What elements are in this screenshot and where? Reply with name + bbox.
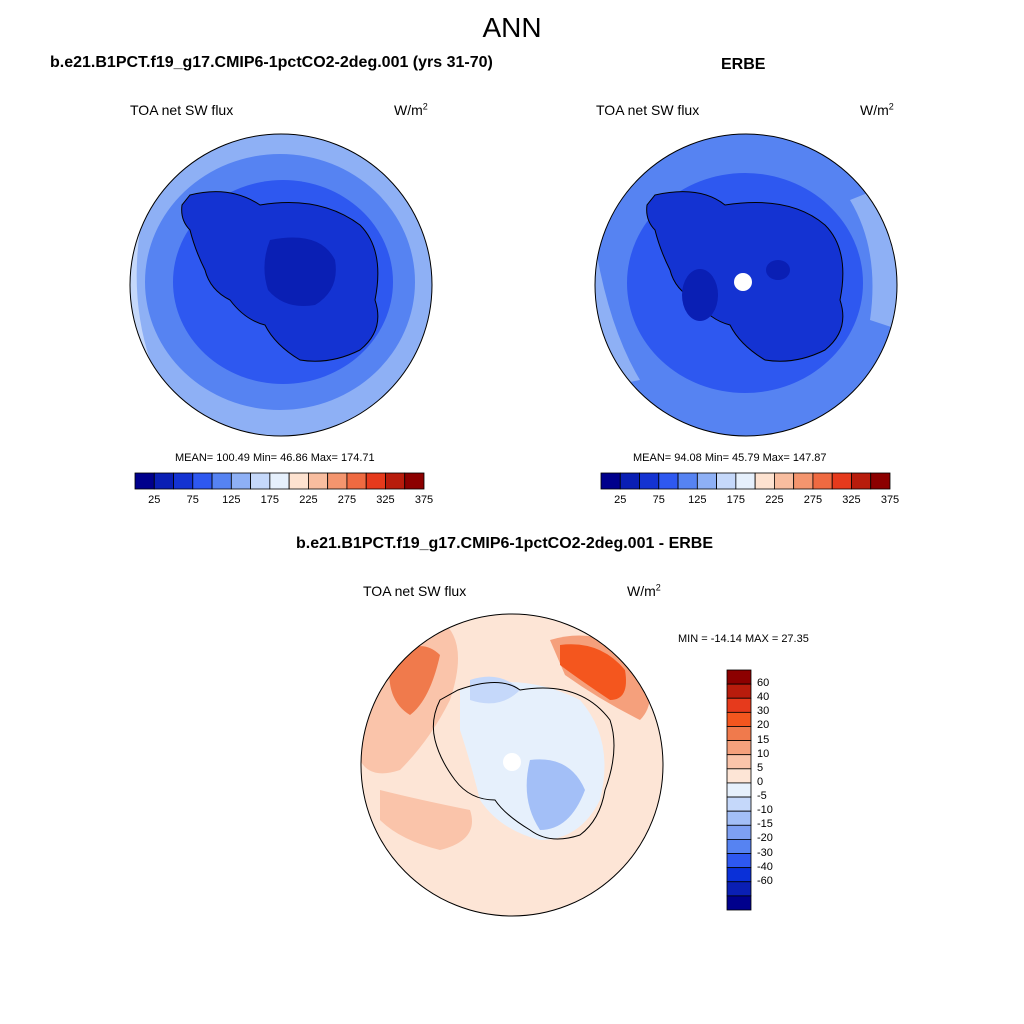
map-region-dark-2 [766, 260, 790, 280]
map-region-positive-south [380, 790, 472, 850]
colorbar-swatch [726, 782, 752, 798]
colorbar-swatch [870, 472, 891, 490]
colorbar-tick-label: 10 [757, 747, 770, 760]
map-border [360, 613, 664, 917]
map-region-dark [682, 269, 718, 321]
map-region-negative [526, 759, 585, 830]
panel-2-stats: MEAN= 94.08 Min= 45.79 Max= 147.87 [633, 452, 827, 464]
panel-3-title: b.e21.B1PCT.f19_g17.CMIP6-1pctCO2-2deg.0… [296, 535, 714, 552]
panel-2-variable: TOA net SW flux [596, 102, 700, 118]
colorbar-tick-label: 275 [803, 494, 823, 506]
colorbar-swatch [726, 895, 752, 911]
panel-2-title: ERBE [721, 56, 766, 73]
colorbar-swatch [726, 697, 752, 713]
colorbar-swatch [726, 853, 752, 869]
map-border [594, 133, 898, 437]
colorbar-swatch [726, 711, 752, 727]
colorbar-swatch [404, 472, 425, 490]
panel-1-units: W/m2 [394, 101, 428, 118]
panel-3-variable: TOA net SW flux [363, 583, 467, 599]
colorbar-swatch [726, 740, 752, 756]
colorbar-tick-label: 60 [757, 677, 770, 690]
colorbar-swatch [726, 810, 752, 826]
colorbar-swatch [726, 726, 752, 741]
map-region-strong-positive-east [560, 644, 626, 700]
colorbar-tick-label: 325 [376, 494, 395, 506]
map-border [129, 133, 433, 437]
colorbar-tick-label: -30 [757, 846, 773, 859]
colorbar-tick-label: 75 [186, 494, 199, 506]
panel-1-variable: TOA net SW flux [130, 102, 234, 118]
colorbar-tick-label: -20 [757, 832, 773, 845]
colorbar-tick-label: -10 [757, 804, 773, 817]
colorbar-tick-label: -5 [757, 790, 767, 803]
antarctica-outline [432, 682, 615, 840]
colorbar-swatch [726, 683, 752, 699]
colorbar-tick-label: 325 [842, 494, 861, 506]
main-title: ANN [482, 12, 542, 43]
colorbar-swatch [726, 824, 752, 840]
panel-2-units: W/m2 [860, 101, 894, 118]
colorbar-tick-label: -15 [757, 818, 773, 831]
panel-1-title: b.e21.B1PCT.f19_g17.CMIP6-1pctCO2-2deg.0… [50, 54, 493, 71]
missing-data-hole [734, 273, 752, 291]
map-region-dark [264, 237, 336, 306]
panel-3-stats: MIN = -14.14 MAX = 27.35 [678, 633, 809, 645]
missing-data-hole [503, 753, 521, 771]
map-region-strong-positive [389, 646, 440, 715]
colorbar-swatch [726, 754, 752, 770]
colorbar-swatch [726, 796, 752, 812]
colorbar-tick-label: 275 [337, 494, 357, 506]
panel-1-stats: MEAN= 100.49 Min= 46.86 Max= 174.71 [175, 452, 375, 464]
colorbar-tick-label: 0 [757, 775, 764, 788]
colorbar-tick-label: 25 [148, 494, 161, 506]
colorbar-tick-label: 225 [765, 494, 784, 506]
colorbar-swatch [726, 867, 752, 883]
colorbar-tick-label: 15 [757, 733, 770, 746]
colorbar-tick-label: -40 [757, 860, 773, 873]
colorbar-swatch [726, 669, 752, 685]
colorbar-tick-label: 20 [757, 719, 770, 732]
colorbar-tick-label: 225 [299, 494, 318, 506]
colorbar-tick-label: 375 [880, 494, 900, 506]
colorbar-swatch [726, 768, 752, 784]
colorbar-tick-label: 40 [757, 691, 770, 704]
colorbar-tick-label: 5 [757, 761, 764, 774]
panel-3-units: W/m2 [627, 582, 661, 599]
colorbar-tick-label: 30 [757, 705, 770, 718]
colorbar-tick-label: 175 [726, 494, 746, 506]
colorbar-tick-label: 125 [222, 494, 241, 506]
colorbar-tick-label: 25 [614, 494, 627, 506]
colorbar-tick-label: -60 [757, 874, 773, 887]
colorbar-tick-label: 375 [414, 494, 434, 506]
colorbar-tick-label: 125 [688, 494, 707, 506]
colorbar-swatch [726, 881, 752, 897]
colorbar-swatch [726, 839, 752, 854]
colorbar-tick-label: 75 [652, 494, 665, 506]
colorbar-tick-label: 175 [260, 494, 280, 506]
